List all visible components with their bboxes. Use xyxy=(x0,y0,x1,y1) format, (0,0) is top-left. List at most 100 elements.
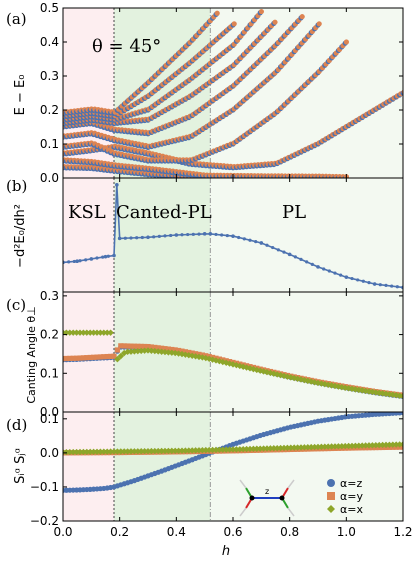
phase-label-ksl: KSL xyxy=(68,202,106,223)
inset-bond-faint xyxy=(239,507,247,517)
series-point-α=x xyxy=(304,444,311,451)
series-point-α=x xyxy=(372,441,379,449)
series-point-α=x xyxy=(335,443,342,450)
series-point-α=x xyxy=(182,447,189,454)
series-point-α=x xyxy=(243,445,250,453)
series-point-α=x xyxy=(117,448,124,455)
inset-bond-faint xyxy=(287,479,295,489)
series-point-α=x xyxy=(83,448,90,456)
series-point-α=y xyxy=(155,345,161,351)
susceptibility-point xyxy=(214,232,218,237)
series-point-α=x xyxy=(104,448,111,455)
x-tick-label: 1.2 xyxy=(393,525,412,539)
series-point-α=y xyxy=(145,343,151,350)
susceptibility-point xyxy=(78,259,82,263)
legend-label-z: α=z xyxy=(340,477,362,490)
series-point-α=y xyxy=(169,346,175,353)
region-pl xyxy=(210,178,403,292)
series-point-α=x xyxy=(148,447,155,455)
series-point-α=y xyxy=(148,344,154,350)
series-point-α=x xyxy=(138,448,145,455)
series-point-α=x xyxy=(76,329,84,336)
panel-d: −0.2 −0.1 0.0 0.1 xyxy=(30,411,404,528)
susceptibility-point xyxy=(163,234,167,238)
series-point-α=y xyxy=(159,345,165,351)
series-point-α=x xyxy=(90,448,97,456)
series-point-α=x xyxy=(365,442,373,449)
series-point-α=x xyxy=(66,329,73,336)
susceptibility-point xyxy=(67,260,71,264)
series-point-α=x xyxy=(114,356,121,363)
susceptibility-point xyxy=(259,241,264,245)
series-point-α=y xyxy=(131,343,137,349)
lattice-bond-inset: z xyxy=(239,479,295,517)
susceptibility-point xyxy=(174,233,179,237)
susceptibility-point xyxy=(197,232,201,236)
level-point xyxy=(231,21,237,27)
series-point-α=x xyxy=(280,444,288,452)
panel-c: 0.0 0.1 0.2 0.3 xyxy=(40,289,404,419)
series-point-α=x xyxy=(359,442,366,449)
susceptibility-point xyxy=(276,248,280,252)
x-tick-label: 0.0 xyxy=(53,525,72,539)
panel-c-label: (c) xyxy=(6,296,26,314)
series-point-α=y xyxy=(142,343,148,350)
series-point-α=x xyxy=(355,442,362,449)
x-tick-label: 0.2 xyxy=(110,525,129,539)
series-point-α=x xyxy=(107,448,114,455)
series-point-α=x xyxy=(199,447,206,454)
series-point-α=x xyxy=(229,361,237,368)
susceptibility-point xyxy=(72,259,76,264)
x-tick-label: 0.6 xyxy=(223,525,242,539)
series-point-α=x xyxy=(260,445,267,452)
series-point-α=x xyxy=(121,448,128,455)
y-tick-label-d: −0.2 xyxy=(30,514,59,528)
series-point-α=x xyxy=(270,445,277,452)
region-ksl xyxy=(63,292,114,412)
susceptibility-point xyxy=(361,279,365,283)
series-point-α=y xyxy=(138,343,144,349)
series-point-α=x xyxy=(202,446,209,454)
series-point-α=x xyxy=(246,445,254,453)
inset-site xyxy=(249,495,255,501)
susceptibility-point xyxy=(305,260,309,264)
series-point-α=x xyxy=(134,448,141,455)
legend: α=z α=y α=x xyxy=(327,477,363,516)
susceptibility-point xyxy=(135,236,139,240)
series-point-α=x xyxy=(379,441,386,449)
susceptibility-point xyxy=(95,256,99,260)
susceptibility-point xyxy=(112,253,116,258)
inset-bond-label: z xyxy=(265,487,269,496)
susceptibility-point xyxy=(140,235,144,240)
ylabel-c: Canting Angle θ⊥ xyxy=(25,306,38,403)
series-point-α=x xyxy=(246,365,254,372)
series-point-α=x xyxy=(236,446,243,453)
susceptibility-point xyxy=(242,237,246,241)
susceptibility-point xyxy=(103,254,108,259)
series-point-α=x xyxy=(342,442,349,450)
susceptibility-point xyxy=(310,262,314,267)
series-point-α=x xyxy=(93,448,101,455)
plot-area-c xyxy=(63,329,403,400)
panel-b-label: (b) xyxy=(6,177,27,195)
series-point-α=y xyxy=(135,343,141,349)
susceptibility-point xyxy=(333,271,337,275)
series-point-α=y xyxy=(114,347,120,353)
susceptibility-point xyxy=(75,259,79,264)
level-point xyxy=(343,39,349,45)
series-point-α=x xyxy=(70,448,77,456)
series-point-α=x xyxy=(185,447,192,454)
legend-label-y: α=y xyxy=(340,490,363,503)
susceptibility-point xyxy=(84,258,88,262)
inset-bond-faint xyxy=(239,479,247,489)
y-tick-label-a: 0.1 xyxy=(40,137,59,151)
series-point-α=x xyxy=(104,329,111,336)
series-point-α=x xyxy=(362,442,369,449)
level-point xyxy=(401,89,403,95)
series-point-α=y xyxy=(104,353,110,360)
susceptibility-point xyxy=(152,235,156,239)
series-point-α=y xyxy=(152,344,158,351)
x-tick-label: 1.0 xyxy=(337,525,356,539)
y-tick-label-c: 0.3 xyxy=(40,289,59,303)
series-point-α=x xyxy=(345,442,352,450)
